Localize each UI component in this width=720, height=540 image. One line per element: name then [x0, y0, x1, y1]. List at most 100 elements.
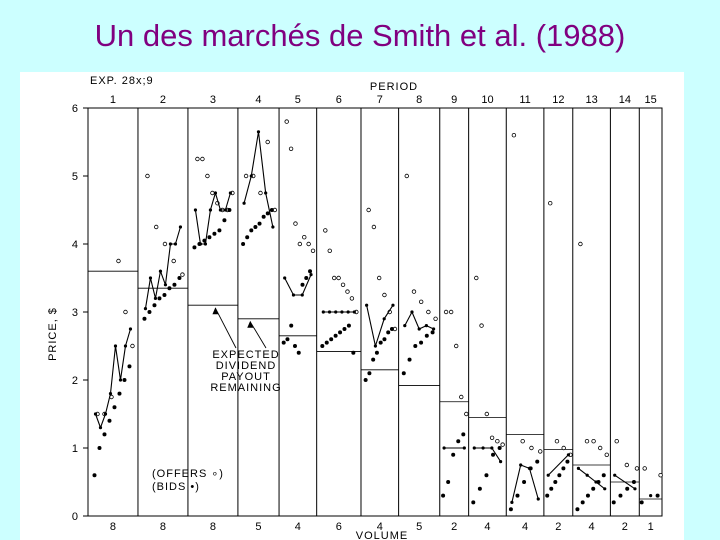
bid-point	[611, 500, 616, 505]
offer-point	[288, 146, 294, 151]
offer-point	[548, 200, 553, 206]
offer-point	[382, 292, 387, 298]
offer-point	[584, 439, 590, 444]
bid-point	[300, 282, 305, 287]
trade-path	[614, 474, 636, 490]
annotation-line: REMAINING	[210, 382, 281, 394]
x-axis-label: VOLUME	[356, 530, 408, 540]
y-tick-label: 5	[72, 171, 78, 183]
bid-point	[269, 208, 274, 212]
period-label: 3	[210, 94, 216, 106]
trade-point	[424, 324, 428, 328]
bid-point	[497, 446, 502, 450]
trade-point	[373, 344, 378, 348]
bid-point	[441, 493, 446, 498]
bid-point	[446, 480, 451, 484]
trade-point	[633, 487, 637, 491]
period-label: 13	[585, 94, 597, 106]
trade-point	[431, 327, 436, 331]
trade-point	[256, 130, 261, 134]
period-label: 14	[619, 94, 631, 106]
bid-point	[545, 493, 550, 498]
trade-point	[536, 497, 540, 501]
bid-point	[253, 225, 258, 229]
offer-point	[614, 439, 619, 444]
trade-point	[93, 412, 98, 416]
offer-point	[520, 439, 525, 444]
bid-point	[382, 337, 387, 342]
bid-point	[97, 446, 102, 450]
trade-point	[462, 446, 466, 450]
bid-point	[535, 459, 540, 464]
offer-point	[154, 224, 159, 230]
bid-point	[371, 357, 376, 362]
offer-point	[479, 323, 484, 328]
period-label: 6	[336, 94, 342, 106]
volume-label: 8	[160, 521, 166, 533]
bid-point	[484, 473, 489, 478]
bid-point	[491, 452, 496, 457]
trade-point	[98, 426, 103, 430]
offer-point	[658, 473, 663, 478]
offer-point	[331, 275, 337, 281]
trade-point	[103, 412, 108, 416]
offer-point	[371, 224, 377, 230]
offer-point	[624, 462, 630, 468]
trade-point	[153, 296, 158, 300]
offer-point	[474, 275, 479, 281]
period-label: 10	[481, 94, 493, 106]
bid-point	[289, 323, 294, 328]
bid-point	[241, 242, 246, 246]
offer-point	[323, 228, 328, 233]
bid-point	[655, 493, 660, 498]
bid-point	[549, 486, 554, 491]
offer-point	[243, 173, 249, 179]
y-tick-label: 3	[72, 307, 78, 319]
offer-point	[418, 299, 424, 304]
trade-point	[603, 487, 607, 491]
volume-label: 4	[522, 521, 528, 533]
trade-path	[144, 226, 181, 309]
bid-point	[639, 500, 644, 505]
bid-point	[147, 310, 152, 314]
bid-point	[367, 371, 372, 376]
bid-point	[329, 337, 334, 342]
offer-point	[511, 133, 517, 138]
trade-point	[499, 460, 503, 464]
trade-point	[113, 344, 118, 348]
trade-point	[346, 310, 350, 314]
bid-point	[261, 214, 266, 219]
offer-point	[426, 309, 431, 315]
offer-point	[642, 466, 647, 471]
bid-point	[471, 500, 476, 505]
offer-point	[538, 449, 543, 454]
bid-point	[456, 439, 461, 444]
trade-point	[576, 466, 581, 470]
bid-point	[631, 480, 636, 484]
bid-point	[265, 211, 270, 216]
period-label: 12	[552, 94, 564, 106]
trade-point	[309, 273, 313, 277]
y-tick-label: 6	[72, 103, 78, 115]
trade-point	[242, 201, 246, 205]
bid-point	[477, 486, 482, 491]
offer-point	[443, 309, 449, 315]
bid-point	[591, 486, 596, 491]
trade-point	[249, 174, 253, 178]
trade-point	[193, 208, 198, 212]
plot-frame	[87, 107, 663, 517]
bid-point	[152, 303, 157, 308]
bid-point	[222, 218, 227, 223]
offer-point	[180, 272, 185, 277]
trade-point	[223, 208, 228, 212]
trade-point	[382, 317, 386, 321]
trade-point	[218, 208, 223, 212]
y-tick-label: 2	[72, 375, 78, 387]
bid-point	[167, 286, 172, 291]
trade-point	[410, 310, 414, 314]
offer-point	[200, 156, 205, 162]
annotation-line: DIVIDEND	[216, 360, 277, 372]
offer-point	[349, 296, 355, 301]
bid-point	[308, 269, 313, 274]
trade-path	[94, 328, 132, 430]
